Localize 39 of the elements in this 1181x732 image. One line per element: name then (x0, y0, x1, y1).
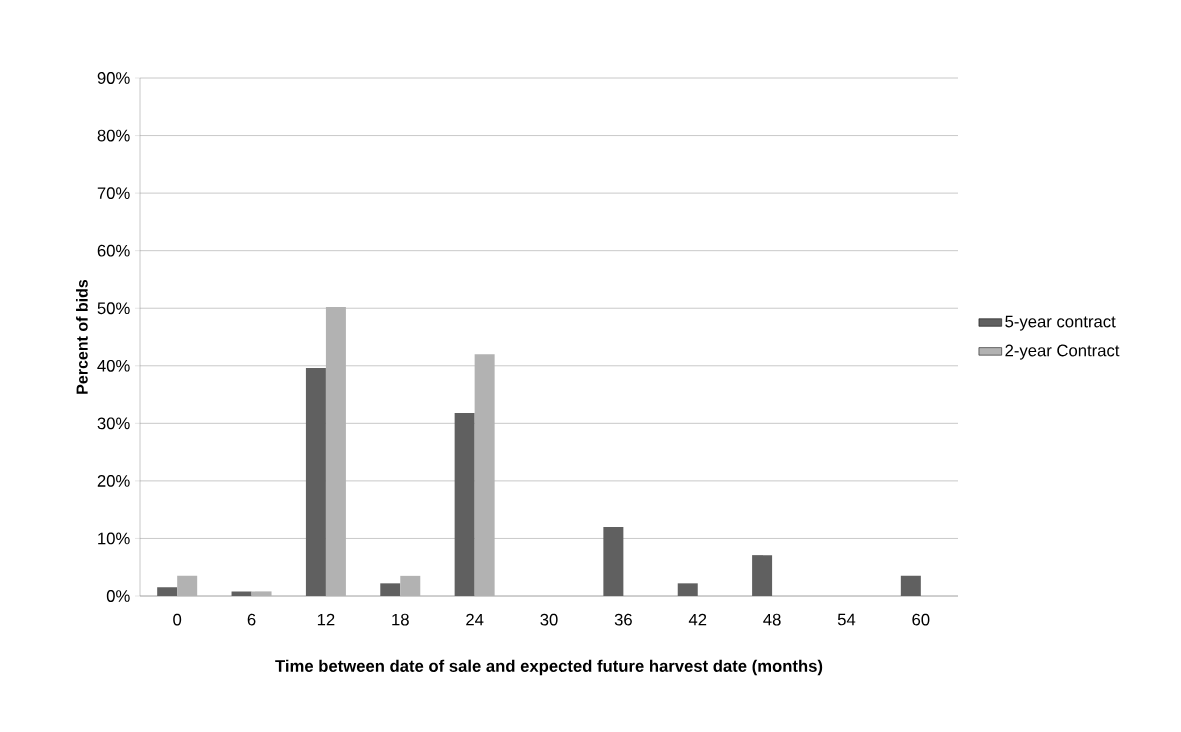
bar (325, 307, 346, 596)
x-tick-label: 30 (540, 613, 558, 626)
x-axis-title: Time between date of sale and expected future harvest date (months) (275, 659, 823, 676)
y-tick-label: 90% (97, 72, 130, 84)
y-tick-label: 30% (97, 417, 130, 430)
y-tick-label: 70% (97, 187, 130, 200)
x-tick-label: 12 (317, 613, 335, 626)
x-tick-label: 24 (466, 613, 484, 626)
bar (900, 575, 921, 596)
bar (380, 583, 401, 596)
x-tick-label: 6 (247, 613, 256, 626)
bar (400, 575, 421, 596)
y-tick-label: 40% (97, 359, 130, 372)
bar (603, 526, 624, 596)
y-tick-label: 20% (97, 475, 130, 487)
x-tick-label: 54 (837, 613, 856, 626)
bar (454, 412, 475, 596)
bar (231, 591, 252, 596)
bar (677, 583, 698, 596)
x-tick-label: 60 (912, 613, 930, 626)
y-tick-label: 60% (97, 244, 130, 257)
y-axis-title: Percent of bids (76, 279, 88, 394)
x-tick-label: 42 (688, 613, 707, 626)
y-tick-label: 10% (98, 532, 130, 545)
x-tick-label: 18 (392, 613, 409, 626)
legend-label: 5-year contract (1005, 315, 1116, 331)
y-tick-label: 50% (97, 302, 130, 315)
x-tick-label: 36 (614, 613, 632, 626)
bar (305, 368, 326, 596)
y-tick-label: 0% (106, 590, 130, 602)
bar (474, 354, 495, 596)
legend-label: 2-year Contract (1005, 344, 1120, 360)
bar (251, 591, 272, 596)
x-tick-label: 0 (173, 613, 182, 626)
y-tick-label: 80% (97, 129, 130, 142)
x-tick-label: 48 (763, 613, 781, 626)
bar (177, 575, 198, 596)
bar (752, 555, 773, 596)
bar (157, 587, 178, 596)
